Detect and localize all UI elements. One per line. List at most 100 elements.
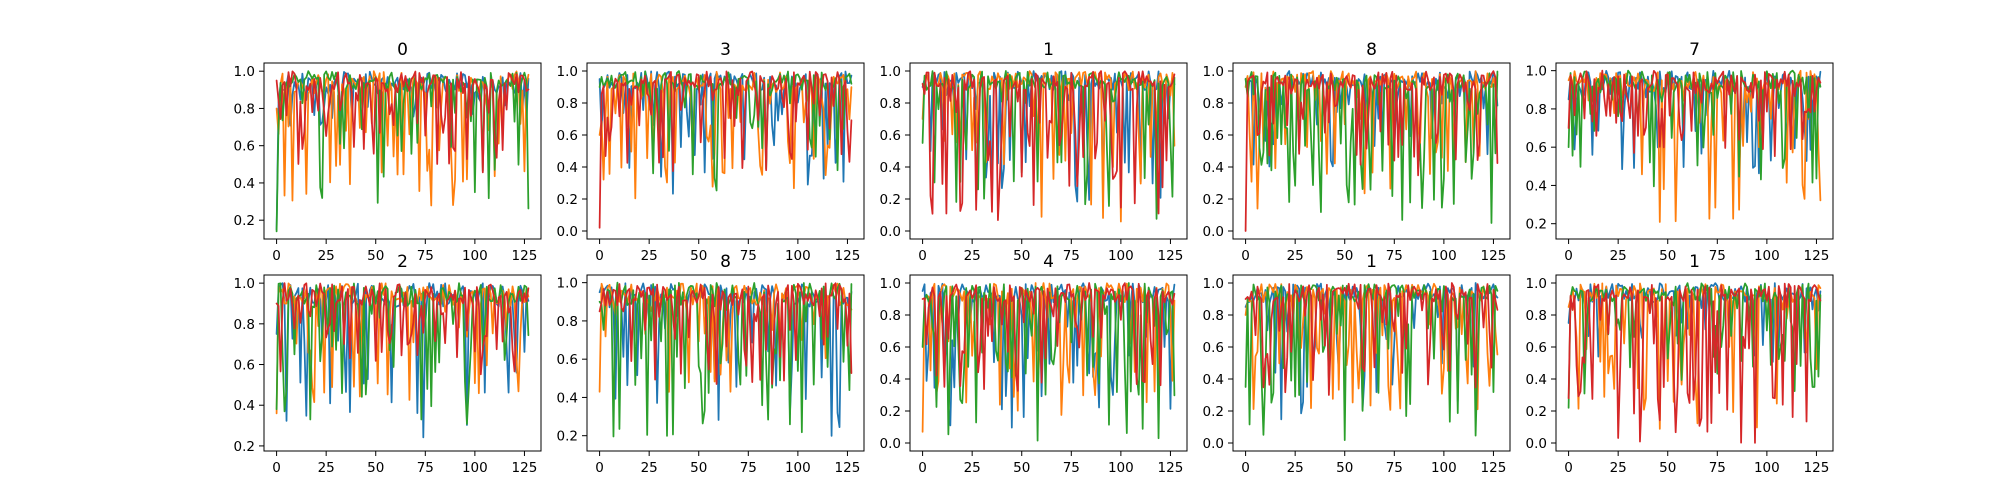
x-tick-label: 100 <box>785 460 811 476</box>
series-line-3 <box>1244 70 1499 224</box>
y-tick-label: 0.8 <box>234 317 255 333</box>
x-tick-label: 125 <box>1481 460 1507 476</box>
x-tick-label: 100 <box>1754 460 1780 476</box>
y-tick-label: 0.2 <box>1203 404 1224 420</box>
x-tick-label: 125 <box>512 460 538 476</box>
x-tick-label: 75 <box>1386 460 1403 476</box>
series-line-4 <box>921 282 1176 392</box>
series-line-4 <box>598 282 853 385</box>
y-tick-label: 0.0 <box>557 224 578 240</box>
x-tick-label: 125 <box>1481 248 1507 264</box>
y-tick-label: 1.0 <box>1526 276 1547 292</box>
y-tick-label: 0.2 <box>557 429 578 445</box>
y-tick-label: 0.0 <box>880 436 901 452</box>
x-tick-label: 100 <box>1108 460 1134 476</box>
y-tick-label: 0.0 <box>1203 436 1224 452</box>
y-tick-label: 0.6 <box>234 139 255 155</box>
y-tick-label: 0.6 <box>1526 140 1547 156</box>
x-tick-label: 100 <box>1108 248 1134 264</box>
x-tick-label: 25 <box>318 248 335 264</box>
y-tick-label: 0.6 <box>880 128 901 144</box>
y-tick-label: 0.6 <box>557 352 578 368</box>
x-tick-label: 0 <box>1241 460 1250 476</box>
x-tick-label: 125 <box>1804 248 1830 264</box>
y-tick-label: 0.8 <box>234 101 255 117</box>
y-tick-label: 0.4 <box>880 372 901 388</box>
y-tick-label: 0.4 <box>234 398 255 414</box>
y-tick-label: 1.0 <box>557 64 578 80</box>
series-line-3 <box>275 282 530 425</box>
x-tick-label: 0 <box>1241 248 1250 264</box>
x-tick-label: 0 <box>918 248 927 264</box>
y-tick-label: 0.8 <box>557 314 578 330</box>
subplot-title: 1 <box>1689 252 1700 272</box>
x-tick-label: 25 <box>1610 460 1627 476</box>
series-line-4 <box>275 70 530 174</box>
y-tick-label: 1.0 <box>1526 64 1547 80</box>
x-tick-label: 25 <box>964 460 981 476</box>
x-tick-label: 25 <box>1610 248 1627 264</box>
x-tick-label: 50 <box>690 460 707 476</box>
y-tick-label: 0.2 <box>557 192 578 208</box>
y-tick-label: 0.2 <box>1526 404 1547 420</box>
x-tick-label: 100 <box>462 460 488 476</box>
y-tick-label: 0.4 <box>1526 372 1547 388</box>
y-tick-label: 0.6 <box>1203 128 1224 144</box>
series-line-3 <box>921 70 1176 220</box>
series-line-4 <box>1567 69 1822 158</box>
axes-frame <box>909 62 1188 240</box>
x-tick-label: 50 <box>690 248 707 264</box>
y-tick-label: 1.0 <box>234 276 255 292</box>
x-tick-label: 50 <box>367 248 384 264</box>
x-tick-label: 0 <box>272 248 281 264</box>
axes-frame <box>1555 274 1834 452</box>
x-tick-label: 50 <box>1013 248 1030 264</box>
subplot-title: 1 <box>1043 40 1054 60</box>
y-tick-label: 0.0 <box>1203 224 1224 240</box>
subplot-title: 3 <box>720 40 731 60</box>
x-tick-label: 100 <box>1431 460 1457 476</box>
y-tick-label: 0.6 <box>1203 340 1224 356</box>
axes-frame <box>263 62 542 240</box>
axes-frame <box>586 274 865 452</box>
x-tick-label: 75 <box>1709 248 1726 264</box>
y-tick-label: 0.2 <box>880 404 901 420</box>
x-tick-label: 125 <box>1158 460 1184 476</box>
x-tick-label: 25 <box>964 248 981 264</box>
y-tick-label: 0.4 <box>1203 160 1224 176</box>
y-tick-label: 0.2 <box>1203 192 1224 208</box>
y-tick-label: 0.2 <box>234 439 255 455</box>
y-tick-label: 0.8 <box>880 308 901 324</box>
axes-frame <box>909 274 1188 452</box>
axes-frame <box>263 274 542 452</box>
series-line-4 <box>1244 282 1499 396</box>
y-tick-label: 0.8 <box>1526 102 1547 118</box>
y-tick-label: 0.4 <box>1526 178 1547 194</box>
x-tick-label: 0 <box>918 460 927 476</box>
x-tick-label: 125 <box>512 248 538 264</box>
y-tick-label: 0.6 <box>880 340 901 356</box>
x-tick-label: 50 <box>1013 460 1030 476</box>
y-tick-label: 0.8 <box>880 96 901 112</box>
y-tick-label: 1.0 <box>880 64 901 80</box>
x-tick-label: 50 <box>367 460 384 476</box>
x-tick-label: 0 <box>595 248 604 264</box>
y-tick-label: 0.2 <box>880 192 901 208</box>
y-tick-label: 1.0 <box>234 64 255 80</box>
y-tick-label: 0.4 <box>557 390 578 406</box>
y-tick-label: 0.8 <box>1203 308 1224 324</box>
y-tick-label: 0.6 <box>557 128 578 144</box>
x-tick-label: 100 <box>785 248 811 264</box>
x-tick-label: 25 <box>1287 460 1304 476</box>
x-tick-label: 50 <box>1659 248 1676 264</box>
subplot-title: 8 <box>720 252 731 272</box>
y-tick-label: 0.4 <box>880 160 901 176</box>
subplot-title: 8 <box>1366 40 1377 60</box>
y-tick-label: 1.0 <box>880 276 901 292</box>
x-tick-label: 50 <box>1336 460 1353 476</box>
subplot-title: 0 <box>397 40 408 60</box>
x-tick-label: 125 <box>835 248 861 264</box>
x-tick-label: 125 <box>835 460 861 476</box>
series-line-4 <box>275 282 530 376</box>
